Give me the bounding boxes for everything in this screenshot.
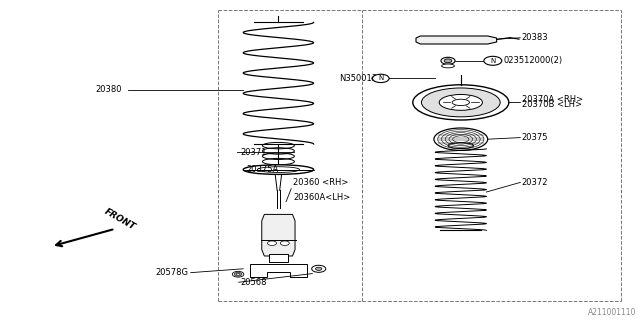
Text: 20371: 20371 [240, 148, 266, 156]
Text: 20370A <RH>: 20370A <RH> [522, 95, 583, 104]
Ellipse shape [316, 267, 322, 270]
Ellipse shape [421, 88, 500, 117]
Text: N: N [378, 76, 383, 81]
Ellipse shape [243, 165, 314, 174]
Text: N350013: N350013 [339, 74, 378, 83]
Ellipse shape [232, 271, 244, 277]
Ellipse shape [444, 59, 452, 63]
Text: A211001110: A211001110 [588, 308, 637, 317]
Text: 20383: 20383 [522, 33, 548, 42]
Text: 20360 <RH>: 20360 <RH> [293, 178, 349, 187]
Text: 023512000(2): 023512000(2) [503, 56, 562, 65]
Ellipse shape [375, 77, 380, 80]
Ellipse shape [452, 99, 470, 106]
Ellipse shape [439, 94, 483, 110]
Ellipse shape [441, 57, 455, 64]
Polygon shape [250, 264, 307, 277]
Text: 20578G: 20578G [156, 268, 189, 277]
Ellipse shape [234, 272, 242, 276]
Polygon shape [262, 214, 295, 256]
Ellipse shape [268, 241, 276, 245]
Text: 20375A: 20375A [246, 165, 278, 174]
Bar [269, 254, 288, 262]
Text: 20568: 20568 [240, 278, 266, 287]
Ellipse shape [448, 143, 474, 148]
Polygon shape [416, 36, 497, 44]
Ellipse shape [280, 241, 289, 245]
Ellipse shape [312, 265, 326, 272]
Ellipse shape [372, 76, 383, 81]
Text: 20372: 20372 [522, 178, 548, 187]
Ellipse shape [484, 56, 502, 65]
Ellipse shape [236, 273, 240, 275]
Ellipse shape [372, 74, 389, 83]
Ellipse shape [442, 64, 454, 68]
Text: N: N [490, 58, 495, 64]
Text: 20360A<LH>: 20360A<LH> [293, 193, 350, 202]
Text: 20375: 20375 [522, 133, 548, 142]
Ellipse shape [434, 128, 488, 150]
Text: 20370B <LH>: 20370B <LH> [522, 100, 582, 109]
Text: 20380: 20380 [95, 85, 122, 94]
Text: FRONT: FRONT [102, 207, 136, 232]
Ellipse shape [413, 85, 509, 120]
